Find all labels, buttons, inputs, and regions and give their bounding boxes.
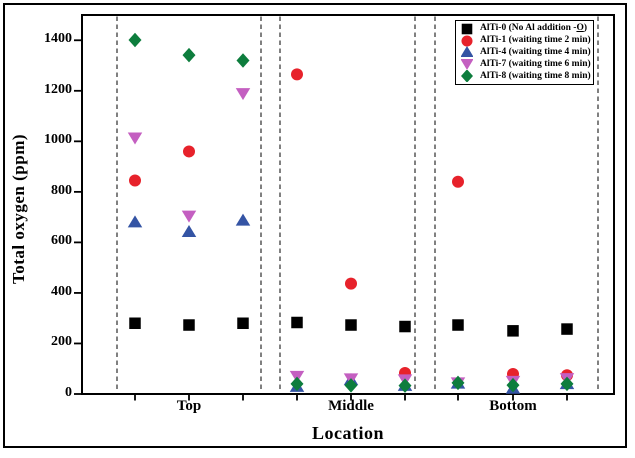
data-point-AlTi-0 [507, 325, 519, 337]
data-point-AlTi-4 [181, 225, 197, 238]
y-tick-label: 800 [51, 182, 72, 198]
data-point-AlTi-0 [399, 320, 411, 333]
data-point-AlTi-1 [345, 277, 357, 290]
data-point-AlTi-8 [236, 53, 250, 68]
square-icon [461, 23, 473, 35]
diamond-icon [461, 70, 473, 83]
legend-label: AlTi-1 (waiting time 2 min) [480, 35, 591, 46]
data-point-AlTi-7 [181, 210, 197, 223]
y-axis-title: Total oxygen (ppm) [9, 133, 28, 285]
legend-label: AlTi-7 (waiting time 6 min) [480, 58, 591, 69]
data-point-AlTi-4 [127, 215, 143, 228]
x-group-label: Top [176, 398, 202, 414]
data-point-AlTi-7 [235, 88, 251, 101]
data-point-AlTi-8 [451, 375, 465, 391]
circle-icon [461, 35, 473, 47]
data-point-AlTi-0 [129, 317, 141, 330]
data-point-AlTi-0 [291, 316, 303, 329]
data-point-AlTi-1 [452, 175, 464, 188]
y-tick-label: 1400 [44, 31, 72, 47]
data-point-AlTi-8 [560, 376, 574, 392]
legend-item: AlTi-4 (waiting time 4 min) [461, 46, 593, 58]
x-group-label: Bottom [489, 398, 537, 414]
y-tick-label: 1000 [44, 132, 72, 148]
y-tick-label: 600 [51, 233, 72, 249]
legend: AlTi-0 (No Al addition -O) AlTi-1 (waitin… [455, 20, 594, 85]
data-point-AlTi-0 [452, 319, 464, 331]
x-axis-title: Location [311, 423, 384, 443]
y-tick-label: 400 [51, 283, 72, 299]
data-point-AlTi-8 [398, 378, 412, 393]
legend-label: AlTi-4 (waiting time 4 min) [480, 46, 591, 57]
data-point-AlTi-8 [182, 47, 196, 63]
data-point-AlTi-1 [291, 68, 303, 81]
data-point-AlTi-0 [561, 323, 573, 335]
legend-item: AlTi-0 (No Al addition -O) [461, 23, 593, 35]
triangle-down-icon [461, 59, 473, 71]
x-group-label: Middle [328, 398, 374, 414]
data-point-AlTi-0 [237, 317, 249, 330]
data-point-AlTi-1 [183, 145, 195, 158]
triangle-up-icon [461, 46, 473, 58]
legend-item: AlTi-7 (waiting time 6 min) [461, 58, 593, 71]
legend-item: AlTi-1 (waiting time 2 min) [461, 35, 593, 47]
data-point-AlTi-1 [129, 174, 141, 187]
legend-label: AlTi-0 (No Al addition -O) [480, 23, 587, 34]
data-point-AlTi-8 [128, 32, 142, 48]
data-point-AlTi-4 [235, 213, 251, 226]
figure-border [3, 3, 627, 448]
data-point-AlTi-7 [127, 132, 143, 145]
data-point-AlTi-0 [183, 319, 195, 331]
data-point-AlTi-8 [344, 378, 358, 393]
data-point-AlTi-0 [345, 319, 357, 331]
legend-label: AlTi-8 (waiting time 8 min) [480, 70, 591, 81]
y-tick-label: 1200 [44, 81, 72, 97]
data-point-AlTi-8 [290, 376, 304, 392]
data-point-AlTi-8 [506, 377, 520, 393]
legend-item: AlTi-8 (waiting time 8 min) [461, 70, 593, 83]
y-tick-label: 200 [51, 334, 72, 350]
y-tick-label: 0 [65, 385, 72, 400]
plot-frame [81, 14, 615, 395]
